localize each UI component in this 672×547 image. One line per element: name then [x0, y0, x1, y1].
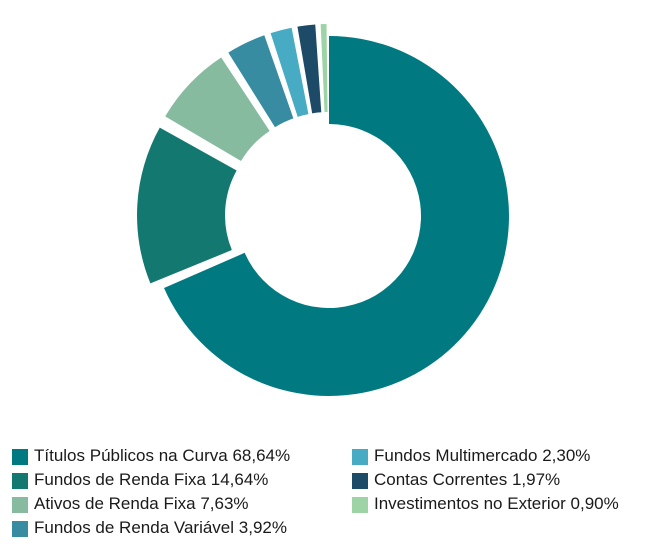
legend-name: Títulos Públicos na Curva	[34, 446, 228, 465]
legend-label: Fundos de Renda Variável 3,92%	[34, 518, 287, 537]
legend-value: 68,64%	[232, 446, 290, 465]
legend-value: 7,63%	[200, 494, 248, 513]
legend-swatch	[12, 497, 28, 513]
slice	[228, 35, 294, 128]
legend-name: Fundos de Renda Fixa	[34, 470, 207, 489]
legend-value: 1,97%	[512, 470, 560, 489]
legend-label: Fundos de Renda Fixa 14,64%	[34, 470, 268, 489]
legend-name: Investimentos no Exterior	[374, 494, 566, 513]
legend-swatch	[352, 449, 368, 465]
slice	[297, 24, 322, 114]
legend-name: Contas Correntes	[374, 470, 507, 489]
legend-value: 2,30%	[542, 446, 590, 465]
legend-swatch	[352, 497, 368, 513]
slice	[270, 27, 309, 117]
legend-label: Ativos de Renda Fixa 7,63%	[34, 494, 249, 513]
legend-name: Ativos de Renda Fixa	[34, 494, 196, 513]
legend-swatch	[12, 449, 28, 465]
legend-value: 3,92%	[239, 518, 287, 537]
legend-label: Contas Correntes 1,97%	[374, 470, 560, 489]
legend-label: Fundos Multimercado 2,30%	[374, 446, 590, 465]
legend-swatch	[12, 473, 28, 489]
legend-swatch	[12, 521, 28, 537]
slice	[137, 127, 237, 284]
legend-label: Investimentos no Exterior 0,90%	[374, 494, 619, 513]
legend-label: Títulos Públicos na Curva 68,64%	[34, 446, 290, 465]
legend-swatch	[352, 473, 368, 489]
legend-value: 14,64%	[211, 470, 269, 489]
legend-value: 0,90%	[571, 494, 619, 513]
slice	[320, 24, 328, 113]
slice	[164, 36, 510, 397]
slice	[165, 57, 270, 162]
legend-name: Fundos de Renda Variável	[34, 518, 234, 537]
legend-name: Fundos Multimercado	[374, 446, 537, 465]
